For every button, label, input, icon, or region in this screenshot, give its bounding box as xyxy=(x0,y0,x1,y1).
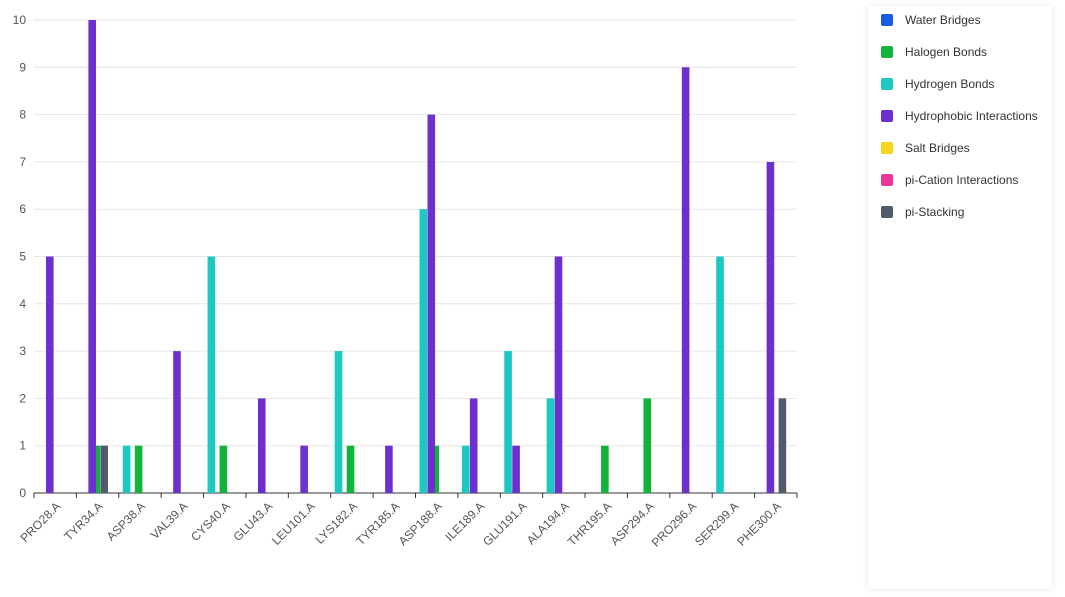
legend-label: pi-Stacking xyxy=(905,205,965,219)
y-tick-label: 0 xyxy=(19,486,26,500)
legend-swatch xyxy=(881,174,893,186)
y-tick-label: 2 xyxy=(19,391,26,405)
bar-hydrogen-bonds-glu191-a[interactable] xyxy=(504,351,512,493)
bar-hydrophobic-interactions-ala194-a[interactable] xyxy=(554,256,563,494)
y-tick-label: 1 xyxy=(19,439,26,453)
bar-hydrogen-bonds-ala194-a[interactable] xyxy=(546,398,555,493)
bar-hydrophobic-interactions-tyr185-a[interactable] xyxy=(385,445,393,493)
x-tick-label: VAL39.A xyxy=(148,499,191,542)
legend-swatch xyxy=(881,110,893,122)
legend-swatch xyxy=(881,142,893,154)
bar-halogen-bonds-asp188-a[interactable] xyxy=(431,445,440,493)
y-tick-label: 6 xyxy=(19,202,26,216)
x-tick-label: PRO296.A xyxy=(649,499,699,549)
y-tick-label: 4 xyxy=(19,297,26,311)
legend-item[interactable]: Halogen Bonds xyxy=(881,43,987,61)
legend-item[interactable]: Water Bridges xyxy=(881,11,981,29)
y-tick-label: 7 xyxy=(19,155,26,169)
legend-label: pi-Cation Interactions xyxy=(905,173,1019,187)
bar-hydrogen-bonds-ser299-a[interactable] xyxy=(716,256,724,494)
bar-pi-stacking-phe300-a[interactable] xyxy=(778,398,787,493)
y-tick-label: 8 xyxy=(19,108,26,122)
bar-halogen-bonds-lys182-a[interactable] xyxy=(346,445,355,493)
bar-hydrophobic-interactions-ile189-a[interactable] xyxy=(469,398,478,493)
x-tick-label: GLU191.A xyxy=(480,499,530,549)
bar-hydrophobic-interactions-asp188-a[interactable] xyxy=(427,114,436,493)
bar-hydrogen-bonds-asp38-a[interactable] xyxy=(122,445,131,493)
legend-swatch xyxy=(881,46,893,58)
bar-hydrophobic-interactions-glu191-a[interactable] xyxy=(512,445,520,493)
bar-hydrogen-bonds-asp188-a[interactable] xyxy=(419,209,428,493)
x-tick-label: THR195.A xyxy=(565,499,615,549)
legend-item[interactable]: Hydrophobic Interactions xyxy=(881,107,1038,125)
x-tick-label: LEU101.A xyxy=(269,499,318,548)
legend-label: Hydrogen Bonds xyxy=(905,77,995,91)
legend-label: Halogen Bonds xyxy=(905,45,988,59)
legend: Water Bridges Halogen Bonds Hydrogen Bonds… xyxy=(868,6,1052,589)
x-tick-label: ASP38.A xyxy=(104,499,148,543)
legend-swatch xyxy=(881,14,893,26)
y-tick-label: 10 xyxy=(13,13,27,27)
bar-pi-stacking-tyr34-a[interactable] xyxy=(100,445,108,493)
bars xyxy=(46,20,787,494)
bar-hydrophobic-interactions-val39-a[interactable] xyxy=(173,351,181,493)
bar-halogen-bonds-cys40-a[interactable] xyxy=(219,445,228,493)
x-tick-label: TYR34.A xyxy=(61,499,105,543)
bar-hydrophobic-interactions-glu43-a[interactable] xyxy=(257,398,266,493)
legend-label: Water Bridges xyxy=(905,13,981,27)
bar-halogen-bonds-asp294-a[interactable] xyxy=(643,398,652,493)
x-tick-label: PRO28.A xyxy=(18,499,64,545)
bar-hydrophobic-interactions-phe300-a[interactable] xyxy=(766,161,775,493)
bar-halogen-bonds-thr195-a[interactable] xyxy=(601,445,609,493)
legend-item[interactable]: Salt Bridges xyxy=(881,139,970,157)
bar-hydrophobic-interactions-leu101-a[interactable] xyxy=(300,445,308,493)
x-tick-label: TYR185.A xyxy=(353,499,402,548)
y-tick-label: 3 xyxy=(19,344,26,358)
legend-item[interactable]: pi-Cation Interactions xyxy=(881,171,1018,189)
bar-hydrophobic-interactions-pro296-a[interactable] xyxy=(681,67,690,494)
legend-swatch xyxy=(881,206,893,218)
legend-item[interactable]: pi-Stacking xyxy=(881,203,964,221)
bar-hydrophobic-interactions-tyr34-a[interactable] xyxy=(88,20,96,493)
legend-label: Hydrophobic Interactions xyxy=(905,109,1038,123)
y-tick-label: 5 xyxy=(19,250,26,264)
bar-hydrophobic-interactions-pro28-a[interactable] xyxy=(46,256,54,494)
bar-halogen-bonds-tyr34-a[interactable] xyxy=(92,445,100,493)
x-tick-label: ASP188.A xyxy=(396,499,445,548)
bar-halogen-bonds-asp38-a[interactable] xyxy=(134,445,143,493)
bar-hydrogen-bonds-ile189-a[interactable] xyxy=(461,445,470,493)
y-tick-label: 9 xyxy=(19,60,26,74)
x-tick-label: LYS182.A xyxy=(313,499,360,546)
y-axis: 0 1 2 3 4 5 6 7 8 9 10 xyxy=(13,13,27,500)
legend-item[interactable]: Hydrogen Bonds xyxy=(881,75,994,93)
legend-label: Salt Bridges xyxy=(905,141,970,155)
gridlines xyxy=(34,19,797,494)
x-tick-label: SER299.A xyxy=(692,499,742,549)
bar-hydrogen-bonds-cys40-a[interactable] xyxy=(207,256,216,494)
bar-hydrogen-bonds-lys182-a[interactable] xyxy=(334,351,343,493)
x-tick-label: CYS40.A xyxy=(188,499,233,544)
x-tick-label: PHE300.A xyxy=(734,499,784,549)
legend-swatch xyxy=(881,78,893,90)
